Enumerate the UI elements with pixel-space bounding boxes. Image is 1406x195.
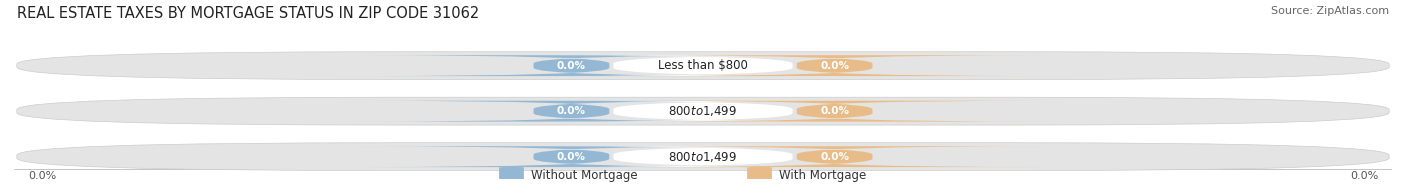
Text: 0.0%: 0.0%	[557, 152, 586, 162]
Text: 0.0%: 0.0%	[820, 152, 849, 162]
FancyBboxPatch shape	[17, 52, 1389, 80]
Text: With Mortgage: With Mortgage	[779, 169, 866, 182]
FancyBboxPatch shape	[17, 97, 1389, 125]
FancyBboxPatch shape	[620, 55, 1050, 76]
Text: 0.0%: 0.0%	[557, 61, 586, 71]
FancyBboxPatch shape	[356, 101, 786, 122]
FancyBboxPatch shape	[620, 146, 1050, 167]
FancyBboxPatch shape	[540, 55, 866, 76]
Text: 0.0%: 0.0%	[28, 171, 56, 181]
Text: Source: ZipAtlas.com: Source: ZipAtlas.com	[1271, 6, 1389, 16]
FancyBboxPatch shape	[620, 101, 1050, 122]
Text: $800 to $1,499: $800 to $1,499	[668, 150, 738, 164]
FancyBboxPatch shape	[17, 143, 1389, 171]
FancyBboxPatch shape	[747, 167, 772, 184]
Text: Less than $800: Less than $800	[658, 59, 748, 72]
Text: 0.0%: 0.0%	[820, 61, 849, 71]
Text: $800 to $1,499: $800 to $1,499	[668, 104, 738, 118]
Text: 0.0%: 0.0%	[1350, 171, 1378, 181]
FancyBboxPatch shape	[540, 101, 866, 122]
FancyBboxPatch shape	[356, 55, 786, 76]
FancyBboxPatch shape	[499, 167, 524, 184]
FancyBboxPatch shape	[356, 146, 786, 167]
Text: Without Mortgage: Without Mortgage	[531, 169, 637, 182]
Text: 0.0%: 0.0%	[820, 106, 849, 116]
FancyBboxPatch shape	[540, 146, 866, 167]
Text: 0.0%: 0.0%	[557, 106, 586, 116]
Text: REAL ESTATE TAXES BY MORTGAGE STATUS IN ZIP CODE 31062: REAL ESTATE TAXES BY MORTGAGE STATUS IN …	[17, 6, 479, 21]
